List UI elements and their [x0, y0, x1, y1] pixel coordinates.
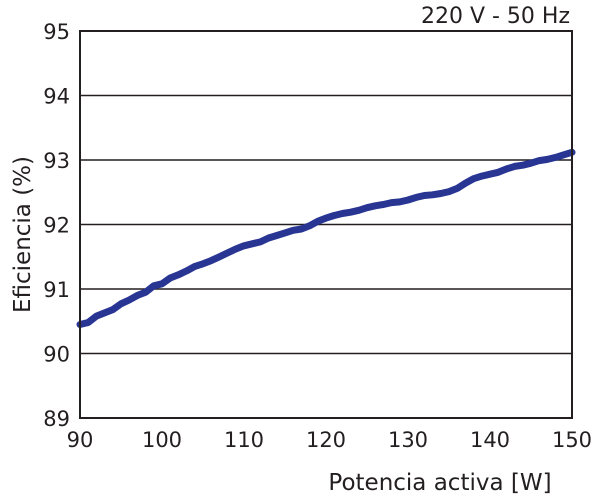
y-tick-label: 93	[43, 149, 70, 173]
x-tick-label: 100	[142, 428, 182, 452]
y-tick-label: 92	[43, 214, 70, 238]
x-tick-label: 120	[306, 428, 346, 452]
y-axis-title: Eficiencia (%)	[10, 156, 36, 313]
plot-area-frame	[79, 30, 573, 419]
x-tick-label: 140	[470, 428, 510, 452]
x-tick-label: 90	[67, 428, 94, 452]
efficiency-series-line	[76, 148, 576, 328]
condition-annotation: 220 V - 50 Hz	[421, 4, 570, 29]
x-tick-label: 110	[224, 428, 264, 452]
y-tick-label: 95	[43, 20, 70, 44]
x-axis-ticks: 90 100 110 120 130 140 150	[67, 428, 592, 452]
y-tick-label: 94	[43, 85, 70, 109]
x-tick-label: 150	[552, 428, 592, 452]
x-tick-label: 130	[388, 428, 428, 452]
series-layer	[76, 148, 576, 328]
y-tick-label: 91	[43, 278, 70, 302]
y-axis-ticks: 89 90 91 92 93 94 95	[43, 20, 70, 431]
x-axis-title: Potencia activa [W]	[328, 470, 551, 496]
grid-lines	[80, 94, 572, 355]
y-tick-label: 90	[43, 343, 70, 367]
y-tick-label: 89	[43, 407, 70, 431]
